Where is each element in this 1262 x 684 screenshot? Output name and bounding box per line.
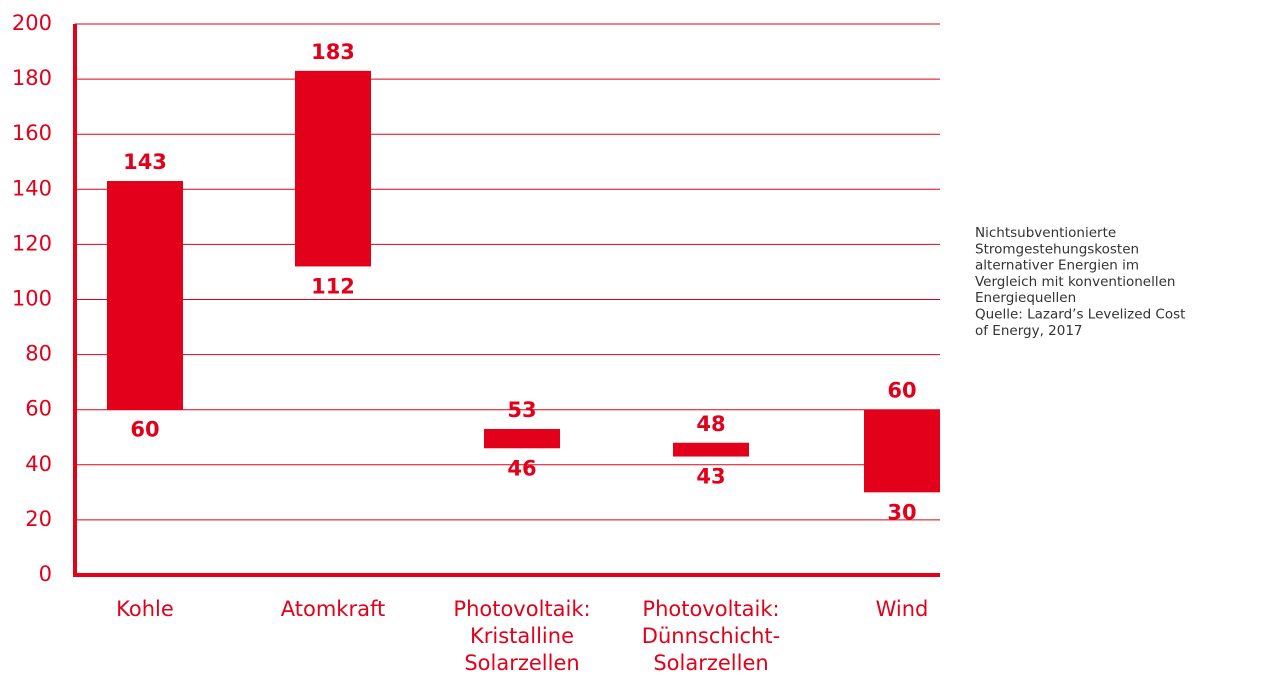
x-tick-label: Kristalline [470,624,574,648]
x-tick-label: Atomkraft [281,597,385,621]
high-label: 48 [696,412,725,436]
note: of Energy, 2017 [975,323,1083,339]
note: Stromgestehungskosten [975,241,1139,257]
y-tick-label: 180 [12,66,52,90]
note: alternativer Energien im [975,258,1139,274]
bar [295,70,371,267]
note: Energiequellen [975,290,1076,306]
bar [484,428,560,449]
y-tick-label: 100 [12,287,52,311]
low-label: 30 [887,500,916,524]
high-label: 143 [123,150,167,174]
high-label: 60 [887,379,916,403]
x-tick-label: Photovoltaik: [642,597,779,621]
bar [673,442,749,457]
y-tick-label: 200 [12,11,52,35]
high-label: 183 [311,40,355,64]
x-tick-label: Wind [876,597,929,621]
note: Nichtsubventionierte [975,225,1116,241]
note: Quelle: Lazard’s Levelized Cost [975,307,1185,323]
low-label: 60 [130,418,159,442]
x-tick-label: Dünnschicht- [642,624,780,648]
note: Vergleich mit konventionellen [975,274,1175,290]
y-tick-label: 140 [12,176,52,200]
y-tick-label: 0 [39,562,52,586]
x-tick-label: Photovoltaik: [453,597,590,621]
x-tick-label: Kohle [116,597,174,621]
low-label: 46 [507,456,536,480]
y-tick-label: 40 [25,452,52,476]
y-tick-label: 80 [25,342,52,366]
low-label: 43 [696,465,725,489]
bar [864,409,940,493]
y-tick-label: 60 [25,397,52,421]
y-tick-label: 20 [25,507,52,531]
low-label: 112 [311,274,355,298]
high-label: 53 [507,398,536,422]
bar [107,181,183,410]
x-tick-label: Solarzellen [464,651,579,675]
y-tick-label: 120 [12,231,52,255]
x-tick-label: Solarzellen [653,651,768,675]
y-tick-label: 160 [12,121,52,145]
